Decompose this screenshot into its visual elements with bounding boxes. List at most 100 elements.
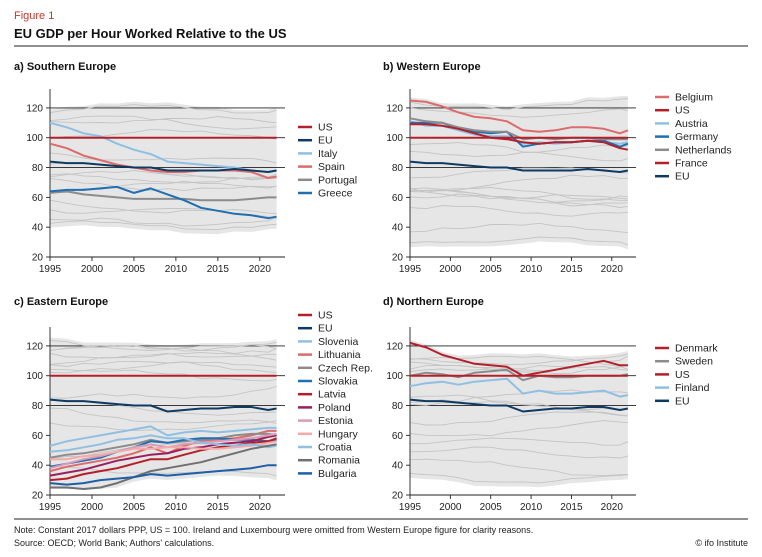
y-tick-label: 120 bbox=[26, 341, 43, 352]
legend-label-lithuania: Lithuania bbox=[318, 349, 361, 361]
y-tick-label: 60 bbox=[32, 431, 44, 442]
series-line-spain bbox=[49, 142, 277, 179]
background-country-line bbox=[409, 107, 629, 118]
background-country-line bbox=[49, 352, 277, 361]
legend-label-slovakia: Slovakia bbox=[318, 376, 358, 388]
background-country-line bbox=[49, 420, 277, 432]
background-country-line bbox=[49, 216, 277, 227]
y-tick-label: 60 bbox=[32, 193, 44, 204]
background-country-line bbox=[49, 152, 277, 164]
series-line-croatia bbox=[49, 434, 277, 453]
series-line-belgium bbox=[409, 99, 629, 135]
panel-southern-europe: a) Southern Europe 20 40 60 80 100 120 1995 2000… bbox=[14, 61, 357, 275]
series-line-eu bbox=[49, 160, 277, 173]
panel-title: c) Eastern Europe bbox=[14, 296, 108, 308]
legend-label-us: US bbox=[675, 369, 690, 381]
legend-label-us: US bbox=[675, 105, 690, 117]
series-line-poland bbox=[49, 434, 277, 477]
series-line-eu bbox=[409, 398, 629, 413]
legend-label-germany: Germany bbox=[675, 131, 719, 143]
x-tick-label: 2010 bbox=[520, 502, 543, 513]
background-country-line bbox=[409, 98, 628, 110]
background-country-line bbox=[409, 364, 629, 375]
background-country-line bbox=[409, 446, 629, 459]
x-tick-label: 2000 bbox=[439, 264, 462, 275]
background-country-line bbox=[409, 458, 628, 477]
panel-northern-europe: d) Northern Europe 20 40 60 80 100 120 1995 2000… bbox=[383, 296, 718, 513]
y-tick-label: 100 bbox=[386, 371, 403, 382]
background-country-line bbox=[49, 115, 277, 130]
figure-source: Source: OECD; World Bank; Authors' calcu… bbox=[14, 538, 214, 548]
legend-label-latvia: Latvia bbox=[318, 389, 346, 401]
x-tick-label: 1995 bbox=[39, 264, 62, 275]
background-country-line bbox=[409, 394, 628, 411]
x-tick-label: 2020 bbox=[601, 502, 624, 513]
background-country-line bbox=[49, 352, 277, 365]
legend-label-netherlands: Netherlands bbox=[675, 144, 732, 156]
x-tick-label: 2015 bbox=[207, 502, 230, 513]
background-country-line bbox=[409, 193, 628, 208]
legend-label-us: US bbox=[318, 310, 333, 322]
range-band bbox=[410, 96, 628, 250]
background-country-line bbox=[49, 369, 277, 382]
figure-credit: © ifo Institute bbox=[695, 538, 748, 548]
figure-label: Figure 1 bbox=[14, 10, 54, 22]
x-tick-label: 2020 bbox=[249, 264, 272, 275]
series-line-bulgaria bbox=[49, 464, 277, 486]
legend-label-belgium: Belgium bbox=[675, 92, 713, 104]
y-tick-label: 100 bbox=[386, 133, 403, 144]
figure-note: Note: Constant 2017 dollars PPP, US = 10… bbox=[14, 525, 533, 535]
background-country-line bbox=[409, 355, 629, 370]
figure-title: EU GDP per Hour Worked Relative to the U… bbox=[14, 26, 287, 41]
panel-eastern-europe: c) Eastern Europe 20 40 60 80 100 120 1995 2000 2… bbox=[14, 296, 373, 513]
background-country-line bbox=[409, 472, 628, 484]
y-tick-label: 60 bbox=[392, 431, 404, 442]
background-country-line bbox=[409, 222, 628, 234]
background-country-line bbox=[409, 420, 628, 437]
y-tick-label: 100 bbox=[26, 371, 43, 382]
legend-label-croatia: Croatia bbox=[318, 442, 352, 454]
x-tick-label: 1995 bbox=[399, 264, 422, 275]
legend-label-eu: EU bbox=[318, 135, 333, 147]
legend-label-eu: EU bbox=[675, 395, 690, 407]
legend-label-bulgaria: Bulgaria bbox=[318, 468, 357, 480]
legend-label-estonia: Estonia bbox=[318, 415, 353, 427]
series-line-eu bbox=[409, 160, 629, 173]
x-tick-label: 1995 bbox=[39, 502, 62, 513]
legend-label-romania: Romania bbox=[318, 455, 360, 467]
legend-label-hungary: Hungary bbox=[318, 428, 358, 440]
series-line-france bbox=[410, 123, 629, 151]
background-country-line bbox=[409, 174, 628, 192]
x-tick-label: 2020 bbox=[601, 264, 624, 275]
panel-western-europe: b) Western Europe 20 40 60 80 100 120 1995 2000 2… bbox=[383, 61, 732, 275]
legend-label-us: US bbox=[318, 122, 333, 134]
y-tick-label: 80 bbox=[32, 401, 44, 412]
legend-label-italy: Italy bbox=[318, 148, 338, 160]
y-tick-label: 80 bbox=[392, 401, 404, 412]
x-tick-label: 2000 bbox=[439, 502, 462, 513]
x-tick-label: 2000 bbox=[81, 502, 104, 513]
x-tick-label: 2020 bbox=[249, 502, 272, 513]
legend-label-austria: Austria bbox=[675, 118, 708, 130]
background-country-line bbox=[49, 199, 277, 215]
x-tick-label: 2015 bbox=[207, 264, 230, 275]
x-tick-label: 2015 bbox=[560, 264, 583, 275]
y-tick-label: 20 bbox=[392, 491, 404, 502]
background-country-line bbox=[409, 411, 628, 426]
y-tick-label: 40 bbox=[32, 223, 44, 234]
y-tick-label: 40 bbox=[32, 461, 44, 472]
legend-label-sweden: Sweden bbox=[675, 356, 713, 368]
legend-label-portugal: Portugal bbox=[318, 174, 357, 186]
x-tick-label: 2010 bbox=[520, 264, 543, 275]
y-tick-label: 20 bbox=[32, 253, 44, 264]
legend-label-eu: EU bbox=[318, 323, 333, 335]
legend-label-spain: Spain bbox=[318, 161, 345, 173]
series-line-eu bbox=[49, 398, 277, 413]
series-line-hungary bbox=[50, 440, 277, 461]
x-tick-label: 2015 bbox=[560, 502, 583, 513]
series-line-finland bbox=[409, 377, 629, 398]
background-country-line bbox=[49, 345, 277, 355]
panel-title: b) Western Europe bbox=[383, 61, 481, 73]
legend-label-finland: Finland bbox=[675, 382, 710, 394]
